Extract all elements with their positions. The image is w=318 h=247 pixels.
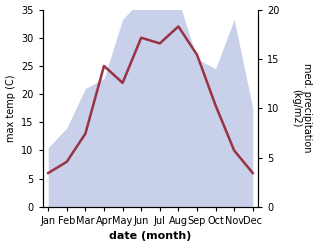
Y-axis label: max temp (C): max temp (C) (5, 74, 16, 142)
Y-axis label: med. precipitation
(kg/m2): med. precipitation (kg/m2) (291, 63, 313, 153)
X-axis label: date (month): date (month) (109, 231, 192, 242)
